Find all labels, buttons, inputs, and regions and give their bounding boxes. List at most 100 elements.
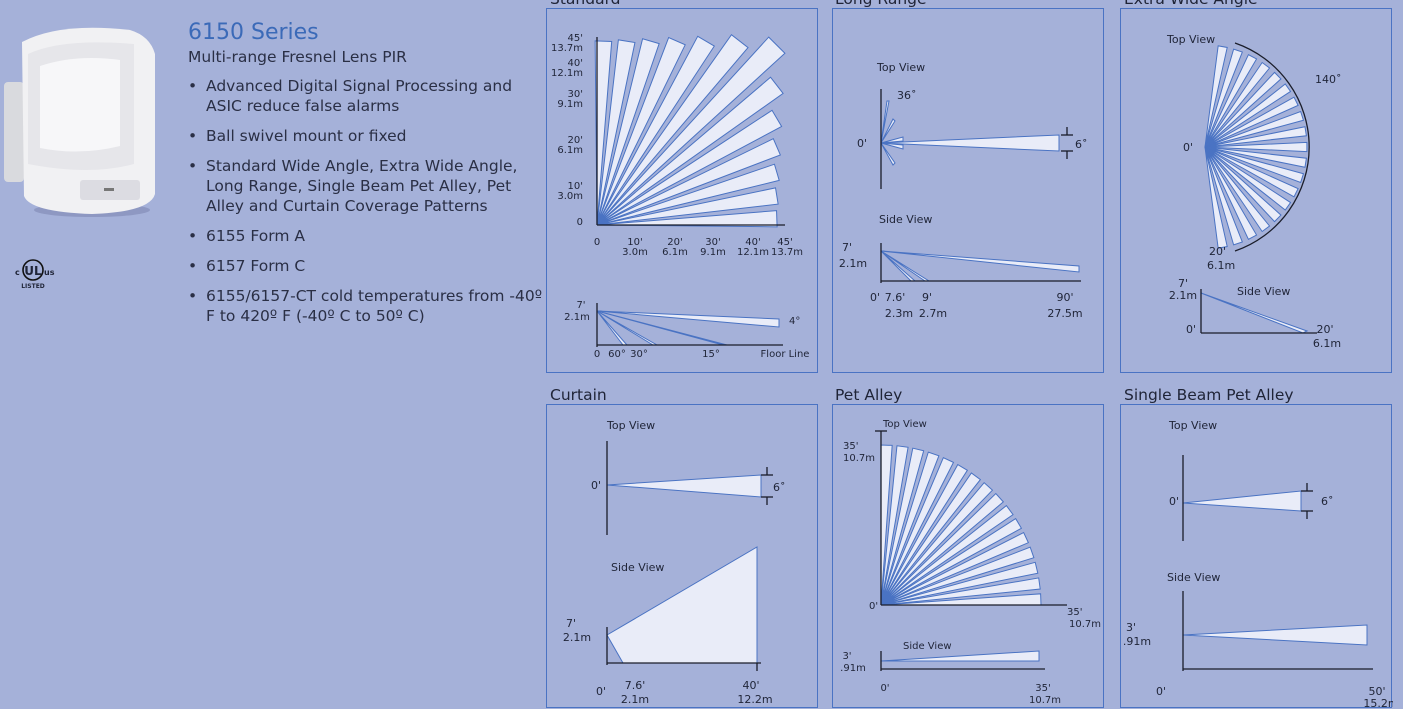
panel-curtain: Top View 0' 6˚ Side View 7' 2.1m 0' 7.6'… [546, 404, 818, 708]
side-label: 10.7m [1029, 695, 1061, 706]
side-label: 7' [576, 300, 585, 311]
svg-text:LISTED: LISTED [21, 283, 45, 290]
side-label: 0' [1156, 685, 1166, 698]
detection-beam [1204, 146, 1243, 246]
detection-beam [1204, 146, 1258, 240]
side-label: 2.1m [564, 312, 590, 323]
side-label: 27.5m [1047, 307, 1082, 320]
detection-beam [596, 187, 779, 226]
detection-beam [596, 36, 686, 226]
panel-extra-wide: Top View 140˚ 0' 20' 6.1m Side View 7' 2… [1120, 8, 1392, 373]
panel-single-beam: Top View 0' 6˚ Side View 3' .91m 0' 50' … [1120, 404, 1393, 709]
top-view-label: Top View [882, 419, 927, 430]
angle-label: 36˚ [897, 89, 917, 102]
origin-label: 0' [1183, 141, 1193, 154]
side-label: 20' [1316, 323, 1333, 336]
feature-list: Advanced Digital Signal Processing and A… [188, 76, 548, 336]
detection-beam [1204, 146, 1228, 249]
x-tick-label: 30' [705, 237, 720, 248]
detection-beam [1204, 110, 1305, 148]
y-tick-label: 10' [568, 181, 583, 192]
single-beam-diagram: Top View 0' 6˚ Side View 3' .91m 0' 50' … [1123, 419, 1393, 709]
detection-beam [1204, 71, 1282, 148]
standard-diagram: 45' 13.7m 40' 12.1m 30' 9.1m 20' 6.1m 10… [551, 33, 810, 360]
panel-title-long-range: Long Range [835, 0, 927, 8]
side-label: 0' [596, 685, 606, 698]
panel-title-curtain: Curtain [550, 386, 607, 404]
panel-title-extra-wide: Extra Wide Angle [1124, 0, 1258, 8]
width-label: 6˚ [1321, 495, 1334, 508]
side-label: 7' [566, 617, 576, 630]
series-title: 6150 Series [188, 20, 319, 45]
x-tick-label: 45' [777, 237, 792, 248]
detection-beam [1204, 45, 1228, 148]
side-label: 7' [842, 241, 852, 254]
feature-item: Standard Wide Angle, Extra Wide Angle, L… [188, 156, 548, 216]
detection-beam [1204, 126, 1307, 148]
detection-beam [880, 517, 1023, 606]
top-view-label: Top View [1168, 419, 1217, 432]
width-label: 6˚ [773, 481, 786, 494]
detection-beam [596, 138, 782, 226]
side-label: .91m [1123, 635, 1151, 648]
origin-label: 0' [591, 479, 601, 492]
side-view-label: Side View [879, 213, 932, 226]
top-view-label: Top View [606, 419, 655, 432]
side-label: 15° [702, 349, 720, 360]
svg-text:UL: UL [24, 264, 42, 278]
side-label: 30° [630, 349, 648, 360]
y-tick-label: 9.1m [557, 99, 583, 110]
panel-long-range: Top View 36˚ 0' 6˚ Side View 7' 2.1m 0' … [832, 8, 1104, 373]
motion-sensor-photo [4, 27, 155, 217]
detection-beam [880, 456, 955, 606]
panel-title-standard: Standard [550, 0, 621, 8]
side-label: 60° [608, 349, 626, 360]
origin-label: 0' [1169, 495, 1179, 508]
side-label: 0' [880, 683, 889, 694]
detection-beam [880, 546, 1035, 606]
svg-text:c: c [15, 268, 20, 277]
side-label: Floor Line [761, 349, 810, 360]
panel-standard: 45' 13.7m 40' 12.1m 30' 9.1m 20' 6.1m 10… [546, 8, 818, 373]
detection-beam [880, 451, 940, 606]
feature-item: 6157 Form C [188, 256, 548, 276]
detection-beam [596, 36, 786, 226]
y-tick-label: 12.1m [551, 68, 583, 79]
y-tick-label: 0 [577, 217, 583, 228]
x-tick-label: 6.1m [662, 247, 688, 258]
side-label: 3' [842, 651, 851, 662]
feature-item: 6155/6157-CT cold temperatures from -40º… [188, 286, 548, 326]
side-label: .91m [840, 663, 866, 674]
detection-beam [596, 38, 660, 226]
x-tick-label: 3.0m [622, 247, 648, 258]
feature-item: 6155 Form A [188, 226, 548, 246]
detection-beam [880, 463, 969, 606]
detection-beam [880, 492, 1005, 606]
width-label: 6˚ [1075, 138, 1088, 151]
panel-title-single-beam: Single Beam Pet Alley [1124, 386, 1294, 404]
side-label: 4° [789, 316, 800, 327]
side-label: 7.6' [885, 291, 906, 304]
side-label: 2.7m [919, 307, 947, 320]
pet-alley-diagram: Top View 35' 10.7m 0' 35' 10.7m Side Vie… [840, 419, 1101, 706]
detection-beam [880, 445, 909, 606]
y-tick-label: 13.7m [551, 43, 583, 54]
x-tick-label: 13.7m [771, 247, 803, 258]
range-label: 6.1m [1207, 259, 1235, 272]
side-label: 2.1m [563, 631, 591, 644]
side-label: 15.2m [1363, 697, 1393, 709]
range-label: 20' [1209, 245, 1226, 258]
long-range-diagram: Top View 36˚ 0' 6˚ Side View 7' 2.1m 0' … [839, 61, 1088, 320]
x-tick-label: 0 [594, 237, 600, 248]
detection-beam [596, 35, 715, 226]
y-tick-label: 40' [568, 58, 583, 69]
top-view-label: Top View [1166, 33, 1215, 46]
y-tick-label: 30' [568, 89, 583, 100]
detection-beam [1204, 146, 1271, 233]
y-tick-label: 45' [568, 33, 583, 44]
angle-label: 140˚ [1315, 73, 1342, 86]
side-label: 0 [594, 349, 600, 360]
x-tick-label: 12.1m [737, 247, 769, 258]
y-tick-label: 10.7m [843, 453, 875, 464]
origin-label: 0' [869, 601, 878, 612]
